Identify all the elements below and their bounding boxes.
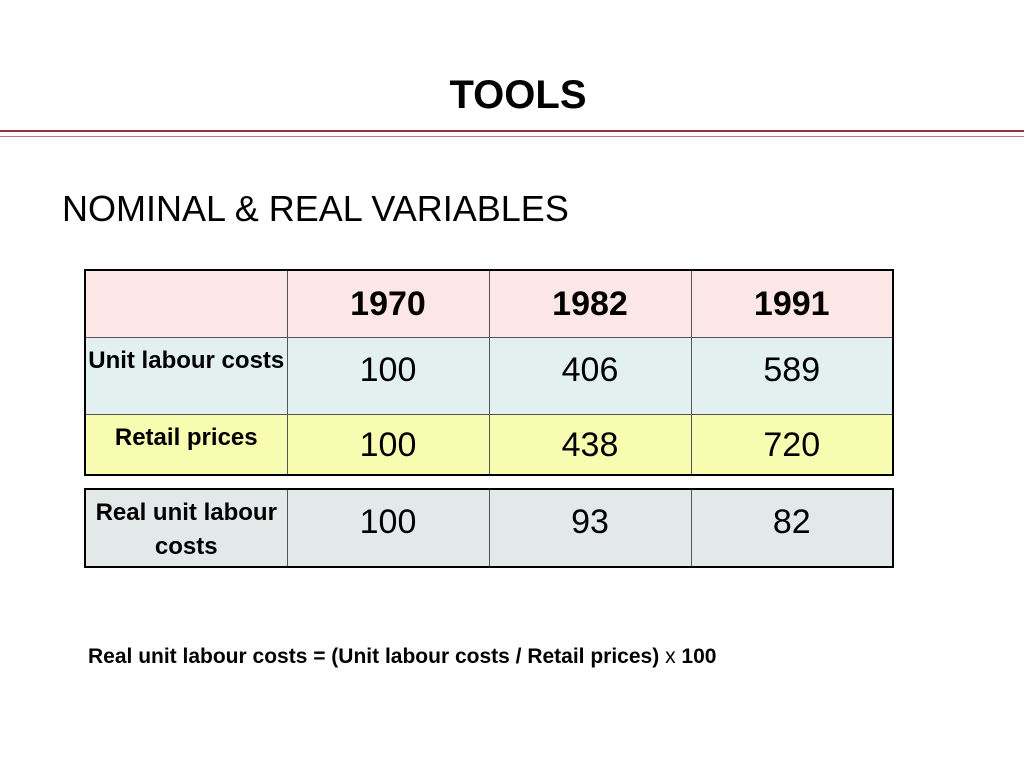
table-cell: 720: [690, 414, 894, 475]
title-divider-thick: [0, 130, 1024, 132]
table-cell: 82: [690, 488, 894, 568]
header-cell-1982: 1982: [488, 269, 692, 338]
row-label-retail-prices: Retail prices: [84, 414, 288, 475]
table-header-row: 1970 1982 1991: [84, 269, 894, 338]
table-row-retail-prices: Retail prices 100 438 720: [84, 414, 894, 475]
header-cell-empty: [84, 269, 288, 338]
title-divider-thin: [0, 136, 1024, 137]
table-cell: 438: [488, 414, 692, 475]
nominal-variables-table: 1970 1982 1991 Unit labour costs 100 406…: [84, 269, 894, 476]
table-cell: 100: [286, 488, 490, 568]
table-cell: 589: [690, 337, 894, 415]
header-cell-1970: 1970: [286, 269, 490, 338]
table-row-unit-labour-costs: Unit labour costs 100 406 589: [84, 337, 894, 415]
header-cell-1991: 1991: [690, 269, 894, 338]
formula-right: 100: [681, 645, 717, 668]
formula: Real unit labour costs = (Unit labour co…: [88, 642, 716, 672]
table-cell: 93: [488, 488, 692, 568]
table-row-real-unit-labour-costs: Real unit labour costs 100 93 82: [84, 488, 894, 568]
formula-operator: x: [665, 645, 676, 668]
formula-left: Real unit labour costs = (Unit labour co…: [88, 645, 660, 668]
real-variables-table: Real unit labour costs 100 93 82: [84, 488, 894, 568]
table-cell: 100: [286, 337, 490, 415]
row-label-unit-labour-costs: Unit labour costs: [84, 337, 288, 415]
table-cell: 406: [488, 337, 692, 415]
table-cell: 100: [286, 414, 490, 475]
slide-subtitle: NOMINAL & REAL VARIABLES: [62, 188, 569, 229]
slide-title: TOOLS: [449, 73, 587, 117]
row-label-real-unit-labour-costs: Real unit labour costs: [84, 488, 288, 568]
